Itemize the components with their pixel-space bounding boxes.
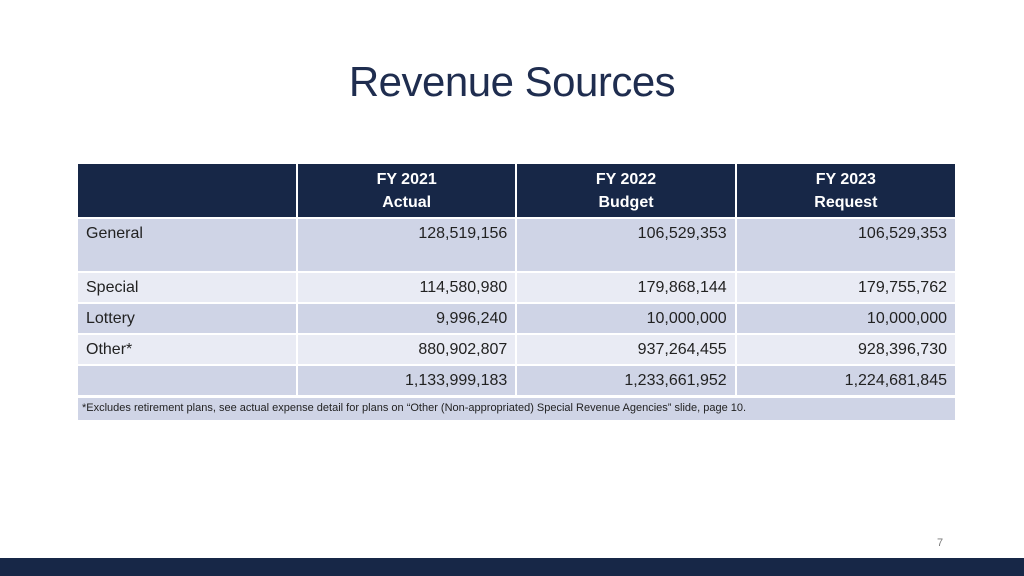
row-label: Lottery (78, 303, 298, 335)
row-label (78, 365, 298, 397)
header-kind: Actual (382, 193, 432, 211)
cell-value: 9,996,240 (297, 303, 518, 335)
row-label: Other* (78, 334, 298, 366)
cell-value: 106,529,353 (735, 218, 955, 273)
table-row-total: 1,133,999,183 1,233,661,952 1,224,681,84… (78, 364, 955, 397)
footer-bar (0, 558, 1024, 576)
revenue-table: FY 2021 Actual FY 2022 Budget FY 2023 Re… (78, 164, 955, 397)
total-value: 1,133,999,183 (297, 364, 518, 397)
header-empty-cell (78, 164, 298, 219)
footnote: *Excludes retirement plans, see actual e… (78, 398, 955, 420)
cell-value: 937,264,455 (516, 334, 737, 366)
header-fy2021: FY 2021 Actual (297, 164, 518, 219)
header-kind: Budget (598, 193, 654, 211)
slide-title: Revenue Sources (348, 58, 676, 105)
table-row-other: Other* 880,902,807 937,264,455 928,396,7… (78, 334, 955, 366)
header-kind: Request (814, 193, 878, 211)
cell-value: 128,519,156 (297, 218, 518, 273)
table-row-general: General 128,519,156 106,529,353 106,529,… (78, 218, 955, 273)
cell-value: 880,902,807 (297, 334, 518, 366)
cell-value: 10,000,000 (735, 303, 955, 335)
total-value: 1,233,661,952 (516, 364, 737, 397)
table-row-lottery: Lottery 9,996,240 10,000,000 10,000,000 (78, 303, 955, 335)
cell-value: 106,529,353 (516, 218, 737, 273)
row-label: Special (78, 272, 298, 304)
total-value: 1,224,681,845 (735, 364, 955, 397)
cell-value: 10,000,000 (516, 303, 737, 335)
header-fy2022: FY 2022 Budget (516, 164, 737, 219)
table-row-special: Special 114,580,980 179,868,144 179,755,… (78, 272, 955, 304)
header-year: FY 2023 (815, 170, 876, 188)
row-label: General (78, 218, 298, 273)
cell-value: 179,755,762 (735, 272, 955, 304)
header-fy2023: FY 2023 Request (735, 164, 955, 219)
cell-value: 928,396,730 (735, 334, 955, 366)
header-year: FY 2021 (376, 170, 437, 188)
page-number: 7 (936, 537, 944, 549)
header-year: FY 2022 (595, 170, 657, 188)
cell-value: 179,868,144 (516, 272, 737, 304)
table-header-row: FY 2021 Actual FY 2022 Budget FY 2023 Re… (78, 164, 955, 219)
cell-value: 114,580,980 (297, 272, 518, 304)
